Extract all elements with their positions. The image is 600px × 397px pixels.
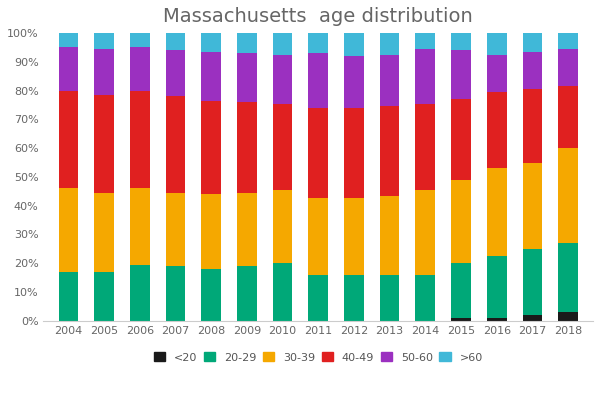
Bar <box>523 249 542 315</box>
Bar <box>523 33 542 52</box>
Bar <box>202 33 221 52</box>
Bar <box>130 91 149 189</box>
Bar <box>308 33 328 53</box>
Bar <box>273 55 292 104</box>
Bar <box>451 50 471 99</box>
Bar <box>130 189 149 265</box>
Bar <box>558 33 578 49</box>
Bar <box>523 89 542 162</box>
Bar <box>558 49 578 86</box>
Bar <box>166 96 185 193</box>
Bar <box>237 53 257 102</box>
Bar <box>523 52 542 89</box>
Bar <box>380 55 400 106</box>
Bar <box>308 275 328 321</box>
Bar <box>237 266 257 321</box>
Bar <box>308 53 328 108</box>
Bar <box>487 33 506 55</box>
Bar <box>487 318 506 321</box>
Bar <box>202 101 221 194</box>
Bar <box>94 95 114 193</box>
Bar <box>273 263 292 321</box>
Bar <box>380 33 400 55</box>
Bar <box>380 196 400 275</box>
Bar <box>487 55 506 92</box>
Bar <box>130 33 149 47</box>
Bar <box>237 193 257 266</box>
Bar <box>273 190 292 263</box>
Bar <box>308 198 328 275</box>
Bar <box>166 266 185 321</box>
Bar <box>415 190 435 275</box>
Bar <box>344 108 364 198</box>
Bar <box>380 275 400 321</box>
Bar <box>166 50 185 96</box>
Bar <box>202 52 221 101</box>
Bar <box>558 243 578 312</box>
Bar <box>59 272 78 321</box>
Bar <box>344 56 364 108</box>
Bar <box>237 102 257 193</box>
Bar <box>308 108 328 198</box>
Bar <box>344 275 364 321</box>
Legend: <20, 20-29, 30-39, 40-49, 50-60, >60: <20, 20-29, 30-39, 40-49, 50-60, >60 <box>149 348 487 367</box>
Bar <box>202 194 221 269</box>
Bar <box>415 49 435 104</box>
Bar <box>487 92 506 168</box>
Bar <box>237 33 257 53</box>
Bar <box>558 312 578 321</box>
Bar <box>273 33 292 55</box>
Bar <box>166 33 185 50</box>
Bar <box>166 193 185 266</box>
Bar <box>380 106 400 196</box>
Title: Massachusetts  age distribution: Massachusetts age distribution <box>163 7 473 26</box>
Bar <box>451 263 471 318</box>
Bar <box>59 33 78 47</box>
Bar <box>59 91 78 189</box>
Bar <box>487 168 506 256</box>
Bar <box>273 104 292 190</box>
Bar <box>344 33 364 56</box>
Bar <box>94 49 114 95</box>
Bar <box>202 269 221 321</box>
Bar <box>523 162 542 249</box>
Bar <box>451 99 471 180</box>
Bar <box>487 256 506 318</box>
Bar <box>94 272 114 321</box>
Bar <box>451 33 471 50</box>
Bar <box>523 315 542 321</box>
Bar <box>558 86 578 148</box>
Bar <box>415 33 435 49</box>
Bar <box>415 275 435 321</box>
Bar <box>94 33 114 49</box>
Bar <box>415 104 435 190</box>
Bar <box>558 148 578 243</box>
Bar <box>59 47 78 91</box>
Bar <box>130 265 149 321</box>
Bar <box>94 193 114 272</box>
Bar <box>451 180 471 263</box>
Bar <box>130 47 149 91</box>
Bar <box>451 318 471 321</box>
Bar <box>344 198 364 275</box>
Bar <box>59 189 78 272</box>
